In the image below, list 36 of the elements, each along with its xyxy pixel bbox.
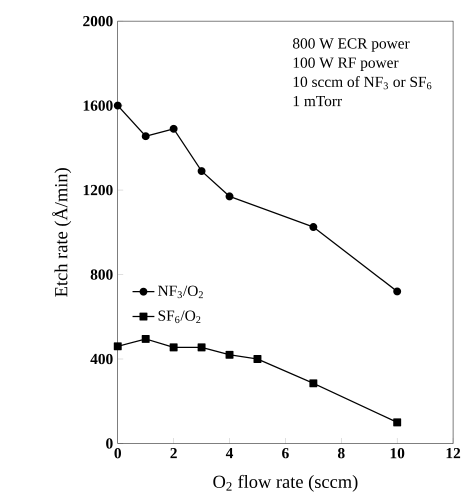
point [198,343,206,352]
y-tick-label: 2000 [83,16,113,26]
point [393,418,402,426]
annotation: 10 sccm of NF$_{3}$ or SF$_{6}$ [294,76,432,90]
point [142,334,150,343]
point [309,223,318,231]
x-tick-label: 10 [390,448,404,458]
x-tick-label: 6 [282,448,289,458]
point [393,287,402,296]
legend-label: NF$_{3}$/O$_{2}$ [158,286,203,298]
y-axis-title: Etch rate (Å/min) [52,168,72,297]
point [170,124,178,133]
y-tick-label: 1600 [84,100,113,111]
point [309,379,318,388]
point [198,167,206,176]
x-tick-label: 0 [114,448,121,458]
x-tick-label: 2 [170,448,177,458]
x-tick-label: 8 [338,448,345,458]
y-tick-label: 0 [106,438,113,449]
annotation: 1 mTorr [294,96,342,106]
point [114,342,122,350]
point [226,192,234,200]
x-tick-label: 4 [226,448,234,458]
x-tick-label: 12 [446,448,460,458]
point [253,355,262,363]
point [170,343,178,352]
annotation: 800 W ECR power [292,38,410,52]
y-tick-label: 800 [90,269,113,280]
point [142,132,150,140]
point [226,350,234,359]
x-axis-title: O$_{2}$ flow rate (sccm) [213,474,358,492]
y-tick-label: 1200 [84,184,113,196]
annotation: 100 W RF power [294,57,398,71]
legend-label: SF$_{6}$/O$_{2}$ [158,310,200,324]
point [114,102,122,110]
y-tick-label: 400 [90,354,113,364]
